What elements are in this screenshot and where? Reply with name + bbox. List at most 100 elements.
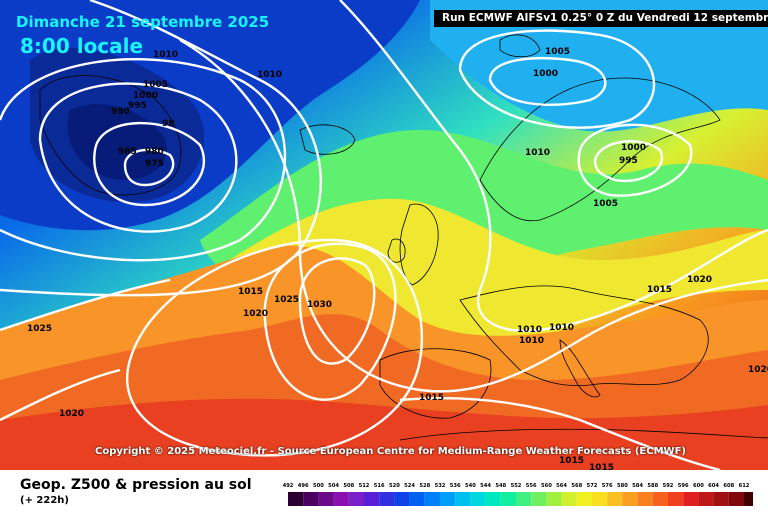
coastlines bbox=[39, 34, 768, 441]
legend-tick-label: 588 bbox=[647, 483, 658, 489]
legend-tick-label: 580 bbox=[617, 483, 628, 489]
pressure-label: 980 bbox=[145, 147, 164, 157]
legend-color-swatch bbox=[622, 492, 638, 506]
color-scale-legend: 492 496 500 504 508 512 516 520 524 528 532 536 540 5… bbox=[283, 483, 753, 506]
coast-europe-main bbox=[459, 285, 709, 387]
pressure-label: 1010 bbox=[517, 325, 542, 335]
coast-italy bbox=[559, 339, 601, 398]
coast-greenland bbox=[39, 75, 182, 196]
coast-iceland bbox=[299, 124, 356, 155]
pressure-label: 1020 bbox=[59, 409, 84, 419]
legend-tick-label: 572 bbox=[587, 483, 598, 489]
pressure-label: 1030 bbox=[307, 300, 332, 310]
legend-color-swatch bbox=[409, 492, 425, 506]
legend-tick-label: 564 bbox=[556, 483, 567, 489]
isobar-low-995 bbox=[38, 82, 238, 233]
isobar-low-1005 bbox=[0, 58, 287, 262]
isobar-1025-high bbox=[263, 242, 397, 401]
legend-tick-label: 512 bbox=[359, 483, 370, 489]
legend-color-swatch bbox=[561, 492, 577, 506]
legend-tick-label: 536 bbox=[450, 483, 461, 489]
legend-tick-label: 492 bbox=[283, 483, 294, 489]
legend-color-swatch bbox=[394, 492, 410, 506]
pressure-label: 1015 bbox=[647, 285, 672, 295]
legend-tick-label: 576 bbox=[602, 483, 613, 489]
coast-scandinavia bbox=[479, 77, 721, 222]
legend-tick-label: 604 bbox=[708, 483, 719, 489]
pressure-label: 1010 bbox=[525, 148, 550, 158]
run-info-banner: Run ECMWF AIFSv1 0.25° 0 Z du Vendredi 1… bbox=[434, 10, 768, 27]
legend-tick-label: 568 bbox=[571, 483, 582, 489]
legend-tick-label: 596 bbox=[678, 483, 689, 489]
legend-color-swatch bbox=[500, 492, 516, 506]
isobar-1020-high bbox=[125, 238, 424, 457]
pressure-label: 1015 bbox=[589, 463, 614, 470]
legend-tick-label: 528 bbox=[419, 483, 430, 489]
legend-color-swatch bbox=[668, 492, 684, 506]
pressure-label: 1000 bbox=[621, 143, 646, 153]
legend-color-swatch bbox=[744, 492, 753, 506]
legend-tick-label: 592 bbox=[663, 483, 674, 489]
legend-color-swatch bbox=[576, 492, 592, 506]
legend-color-swatch bbox=[303, 492, 319, 506]
legend-tick-label: 524 bbox=[404, 483, 415, 489]
pressure-label: 995 bbox=[619, 156, 638, 166]
forecast-date: Dimanche 21 septembre 2025 bbox=[16, 13, 270, 31]
map-title: Geop. Z500 & pression au sol bbox=[20, 477, 252, 493]
isobar-baltic-995 bbox=[593, 140, 664, 183]
pressure-label: 1015 bbox=[559, 456, 584, 466]
legend-color-swatch bbox=[546, 492, 562, 506]
isobar-1015-med bbox=[399, 397, 721, 470]
legend-color-swatch bbox=[713, 492, 729, 506]
legend-tick-label: 520 bbox=[389, 483, 400, 489]
legend-tick-label: 516 bbox=[374, 483, 385, 489]
isobars bbox=[0, 0, 768, 470]
isobar-low-985 bbox=[93, 121, 206, 207]
pressure-label: 1010 bbox=[257, 70, 282, 80]
legend-tick-label: 544 bbox=[480, 483, 491, 489]
isobar-1030-high bbox=[298, 257, 376, 365]
pressure-label: 995 bbox=[128, 101, 147, 111]
pressure-label: 1015 bbox=[419, 393, 444, 403]
pressure-label: 1025 bbox=[27, 324, 52, 334]
coast-north-africa bbox=[399, 428, 768, 441]
legend-color-swatch bbox=[485, 492, 501, 506]
coast-svalbard bbox=[499, 34, 541, 58]
isobar-1010-europe bbox=[339, 0, 768, 333]
isobar-1015 bbox=[179, 38, 768, 393]
pressure-label: 98 bbox=[162, 119, 175, 129]
legend-tick-label: 500 bbox=[313, 483, 324, 489]
pressure-labels: 1010 1005 1000 995 990 985 980 975 98 10… bbox=[27, 47, 768, 470]
pressure-label: 1015 bbox=[238, 287, 263, 297]
pressure-label: 1000 bbox=[133, 91, 158, 101]
coast-british-isles bbox=[399, 203, 439, 286]
z500-field-deep-red bbox=[0, 398, 768, 470]
pressure-label: 1020 bbox=[748, 365, 768, 375]
legend-color-swatch bbox=[531, 492, 547, 506]
legend-color-swatch bbox=[698, 492, 714, 506]
pressure-label: 990 bbox=[111, 107, 130, 117]
copyright-notice: Copyright © 2025 Meteociel.fr - Source E… bbox=[95, 446, 686, 457]
legend-tick-label: 552 bbox=[511, 483, 522, 489]
isobar-1010-north bbox=[0, 0, 322, 297]
legend-color-swatch bbox=[318, 492, 334, 506]
legend-tick-label: 532 bbox=[435, 483, 446, 489]
legend-color-swatch bbox=[364, 492, 380, 506]
legend-color-swatch bbox=[652, 492, 668, 506]
forecast-local-time: 8:00 locale bbox=[20, 34, 144, 58]
pressure-label: 1000 bbox=[533, 69, 558, 79]
legend-color-swatch bbox=[728, 492, 744, 506]
legend-color-swatch bbox=[333, 492, 349, 506]
forecast-map: 1010 1005 1000 995 990 985 980 975 98 10… bbox=[0, 0, 768, 470]
legend-color-swatch bbox=[348, 492, 364, 506]
legend-color-swatch bbox=[683, 492, 699, 506]
legend-tick-label: 496 bbox=[298, 483, 309, 489]
legend-tick-label: 608 bbox=[723, 483, 734, 489]
legend-color-swatch bbox=[424, 492, 440, 506]
isobar-1020-west bbox=[0, 368, 121, 422]
legend-color-swatch bbox=[607, 492, 623, 506]
pressure-label: 975 bbox=[145, 159, 164, 169]
pressure-label: 1005 bbox=[545, 47, 570, 57]
legend-color-swatch bbox=[379, 492, 395, 506]
